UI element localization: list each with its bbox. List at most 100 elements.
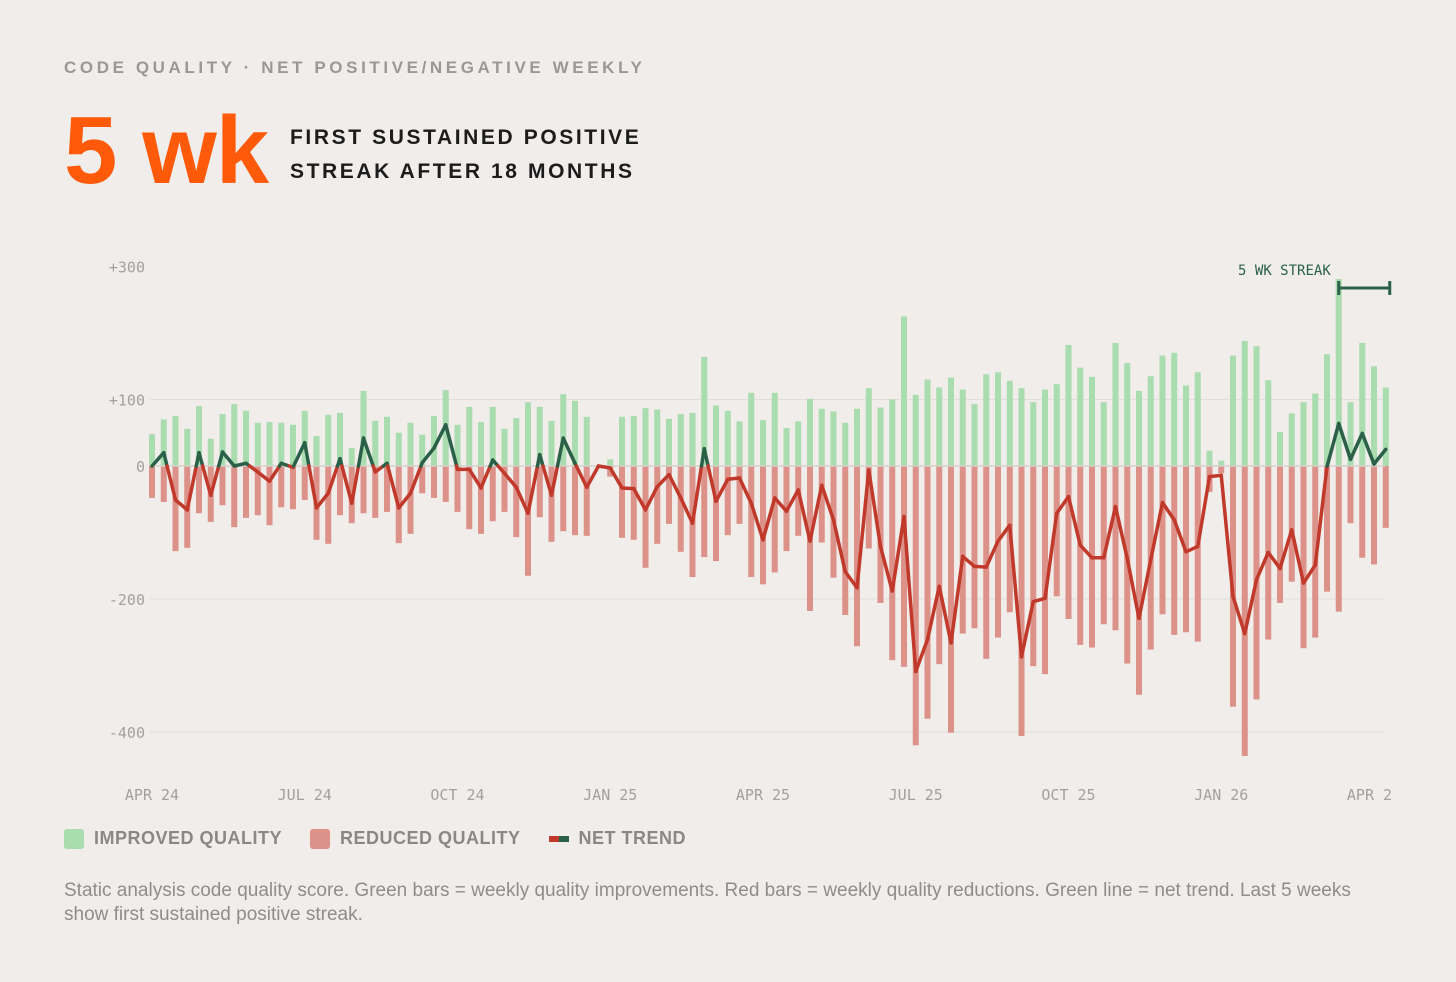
subtitle-line-1: FIRST SUSTAINED POSITIVE: [290, 126, 642, 149]
improved-bar: [1159, 355, 1166, 466]
net-trend-segment: [1348, 431, 1364, 462]
net-trend-segment: [773, 496, 789, 513]
improved-bar: [360, 390, 367, 466]
improved-bar: [1194, 372, 1201, 466]
reduced-bar: [431, 466, 437, 498]
reduced-bar: [1100, 466, 1107, 625]
legend: IMPROVED QUALITY REDUCED QUALITY NET TRE…: [64, 828, 714, 849]
net-trend-segment: [1301, 563, 1317, 585]
reduced-bar: [666, 466, 672, 524]
net-trend-segment: [1337, 421, 1353, 462]
reduced-bar: [736, 466, 743, 524]
net-trend-segment: [749, 501, 765, 542]
y-tick-label: -400: [109, 724, 145, 742]
reduced-bar: [149, 466, 155, 498]
improved-bar: [760, 420, 766, 466]
reduced-bar: [1136, 466, 1142, 695]
reduced-bar: [1077, 466, 1084, 645]
headline-subtitle: FIRST SUSTAINED POSITIVE STREAK AFTER 18…: [290, 121, 641, 189]
reduced-bar: [266, 466, 273, 526]
net-trend-segment: [1008, 523, 1024, 659]
net-trend-segment: [761, 496, 777, 542]
improved-bar: [560, 394, 567, 466]
legend-net-label: NET TREND: [578, 828, 687, 848]
net-trend-segment: [361, 436, 375, 468]
net-trend-segment: [808, 483, 824, 543]
improved-bar: [1171, 352, 1178, 466]
improved-bar: [1324, 354, 1330, 466]
y-tick-label: 0: [136, 458, 145, 476]
net-trend-segment: [356, 436, 366, 468]
net-trend-segment: [185, 464, 199, 512]
improved-bar: [243, 410, 249, 466]
improved-bar: [1288, 413, 1295, 466]
net-trend-segment: [1125, 556, 1141, 621]
reduced-bar: [548, 466, 555, 542]
reduced-bar: [936, 466, 943, 665]
reduced-bar: [384, 466, 390, 512]
reduced-bar: [1159, 466, 1166, 615]
improved-bar: [1206, 450, 1213, 466]
net-trend-segment: [1360, 431, 1376, 466]
improved-bar: [1241, 340, 1248, 466]
reduced-bar: [301, 466, 308, 500]
improved-bar: [1265, 380, 1272, 466]
improved-bar: [1347, 402, 1354, 466]
improved-bar: [1183, 385, 1189, 466]
improved-bar: [701, 356, 708, 466]
reduced-bar: [983, 466, 990, 659]
net-trend-segment: [267, 464, 282, 484]
net-trend-segment: [620, 486, 636, 491]
reduced-bar: [842, 466, 849, 615]
reduced-bar: [407, 466, 414, 534]
y-tick-label: -200: [109, 591, 145, 609]
x-tick-label: JAN 26: [1194, 786, 1248, 804]
net-trend-segment: [878, 544, 894, 593]
improved-bar: [1124, 362, 1131, 466]
net-trend-segment: [549, 464, 560, 498]
net-trend-segment: [1031, 596, 1047, 604]
improved-bar: [607, 459, 614, 466]
improved-bar: [160, 419, 167, 466]
net-trend-segment: [1172, 518, 1188, 554]
reduced-bar: [995, 466, 1001, 638]
reduced-bar: [865, 466, 872, 549]
improved-bar: [384, 416, 390, 466]
reduced-bar: [337, 466, 343, 516]
improved-bar: [1359, 342, 1366, 466]
reduced-bar: [654, 466, 661, 544]
improved-bar: [912, 394, 919, 466]
improved-bar: [983, 374, 990, 466]
improved-bar: [1077, 367, 1084, 466]
improved-bar: [278, 422, 285, 466]
improved-bar: [172, 416, 179, 466]
net-trend-segment: [1160, 500, 1176, 522]
reduced-bar: [196, 466, 202, 514]
net-trend-segment: [502, 471, 518, 490]
reduced-bar: [619, 466, 625, 538]
reduced-bar: [1371, 466, 1377, 565]
reduced-bar: [525, 466, 531, 576]
net-trend-segment: [303, 440, 311, 468]
net-trend-segment: [796, 488, 812, 543]
net-trend-segment: [690, 464, 704, 525]
improved-bar: [1065, 344, 1072, 466]
net-trend-segment: [561, 436, 577, 466]
net-trend-segment: [200, 464, 213, 498]
reduced-bar: [501, 466, 508, 512]
reduced-bar: [1194, 466, 1201, 642]
reduced-bar: [677, 466, 684, 552]
net-trend-segment: [444, 423, 459, 468]
net-trend-segment: [1137, 558, 1153, 621]
net-trend-swatch: [548, 835, 569, 842]
reduced-bar: [1382, 466, 1389, 528]
net-trend-segment: [326, 464, 340, 496]
improved-bar: [325, 414, 332, 466]
net-trend-segment: [1290, 528, 1306, 585]
reduced-bar: [1171, 466, 1178, 635]
x-tick-label: APR 26: [1347, 786, 1401, 804]
net-trend-segment: [667, 472, 683, 500]
net-trend-segment: [479, 464, 492, 490]
improved-bar: [854, 408, 860, 466]
reduced-bar: [360, 466, 367, 514]
